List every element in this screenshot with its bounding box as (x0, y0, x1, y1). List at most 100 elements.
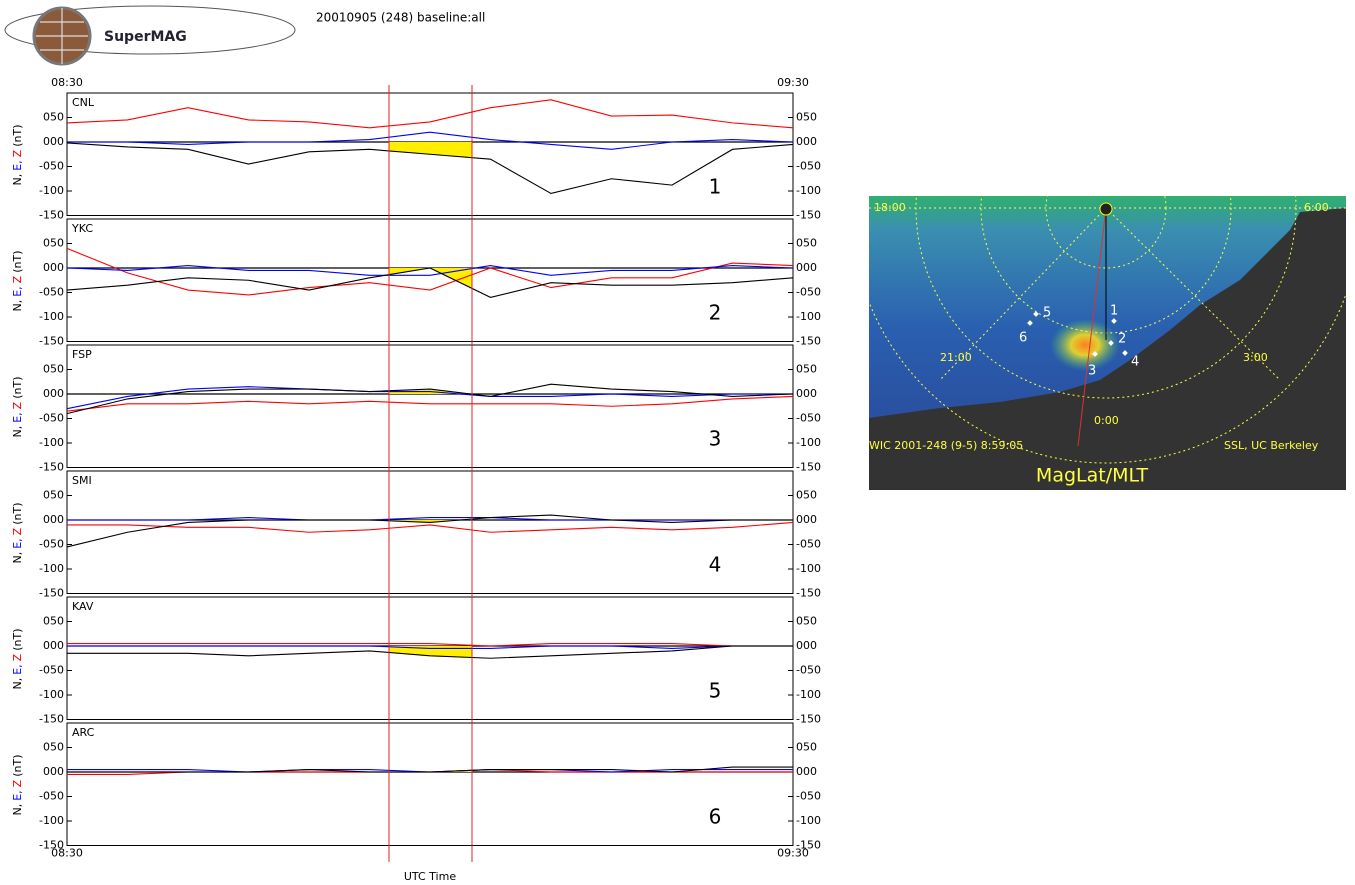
y-tick-label: 050 (43, 489, 64, 502)
y-tick-label: 050 (796, 237, 817, 250)
mlt-label: 18:00 (874, 201, 906, 214)
y-tick-label: 000 (796, 261, 817, 274)
y-tick-label: -100 (39, 310, 64, 323)
y-tick-label: -050 (796, 160, 821, 173)
station-label: 2 (1118, 332, 1126, 347)
event-highlight (389, 142, 472, 158)
legend-entry: N, (11, 804, 24, 816)
y-tick-label: -100 (39, 688, 64, 701)
plot-frame (67, 219, 793, 342)
x-axis-label: UTC Time (404, 870, 456, 883)
y-tick-label: -050 (39, 412, 64, 425)
y-tick-label: -150 (39, 587, 64, 600)
y-tick-label: -150 (39, 335, 64, 348)
y-axis-unit: (nT) (11, 376, 24, 398)
legend-entry: E, (11, 286, 24, 296)
x-tick-label: 09:30 (777, 847, 809, 860)
station-label: 3 (1088, 364, 1096, 379)
image-footer: SSL, UC Berkeley (1224, 439, 1319, 452)
y-tick-label: 050 (796, 111, 817, 124)
y-tick-label: -100 (39, 814, 64, 827)
station-label: 4 (1131, 355, 1139, 370)
y-tick-label: 050 (43, 237, 64, 250)
legend-entry: E, (11, 412, 24, 422)
station-name: KAV (72, 600, 94, 613)
y-axis-unit: (nT) (11, 250, 24, 272)
legend-entry: N, (11, 426, 24, 438)
y-tick-label: -050 (39, 790, 64, 803)
y-tick-label: 000 (796, 513, 817, 526)
y-tick-label: 000 (43, 765, 64, 778)
y-tick-label: -100 (39, 562, 64, 575)
y-tick-label: -150 (796, 587, 821, 600)
y-tick-label: -100 (796, 310, 821, 323)
y-tick-label: 000 (43, 513, 64, 526)
x-tick-label: 08:30 (51, 76, 83, 89)
legend-entry: Z (11, 653, 24, 661)
y-tick-label: 000 (43, 135, 64, 148)
y-tick-label: 000 (43, 387, 64, 400)
image-caption: MagLat/MLT (1036, 465, 1149, 487)
y-axis-label: N,E,Z(nT) (11, 628, 24, 689)
y-tick-label: 000 (796, 639, 817, 652)
legend-entry: Z (11, 527, 24, 535)
y-tick-label: -100 (796, 688, 821, 701)
legend-entry: Z (11, 779, 24, 787)
legend-entry: E, (11, 538, 24, 548)
legend-entry: Z (11, 275, 24, 283)
y-tick-label: 000 (43, 639, 64, 652)
station-label: 6 (1019, 331, 1027, 346)
station-name: FSP (72, 348, 92, 361)
y-axis-label: N,E,Z(nT) (11, 502, 24, 563)
y-axis-label: N,E,Z(nT) (11, 376, 24, 437)
panel-number: 5 (709, 679, 722, 703)
station-label: 5 (1043, 306, 1051, 321)
mlt-label: 3:00 (1243, 351, 1268, 364)
pole (1100, 203, 1112, 215)
y-tick-label: -150 (796, 209, 821, 222)
y-tick-label: -050 (796, 664, 821, 677)
y-tick-label: 050 (796, 363, 817, 376)
mlt-label: 0:00 (1094, 414, 1119, 427)
y-axis-unit: (nT) (11, 628, 24, 650)
y-tick-label: -050 (39, 538, 64, 551)
y-tick-label: 050 (796, 489, 817, 502)
panel-number: 6 (709, 805, 722, 829)
panel-number: 1 (709, 175, 722, 199)
panels: -150 -150 -100 -100 -050 -050 000 000 050 050 08:3… (11, 76, 821, 862)
y-axis-label: N,E,Z(nT) (11, 250, 24, 311)
legend-entry: E, (11, 160, 24, 170)
y-tick-label: -050 (39, 664, 64, 677)
y-axis-unit: (nT) (11, 124, 24, 146)
y-tick-label: 000 (796, 387, 817, 400)
mlt-label: 6:00 (1304, 201, 1329, 214)
panel-number: 2 (709, 301, 722, 325)
y-tick-label: -150 (796, 461, 821, 474)
y-tick-label: -150 (796, 335, 821, 348)
plot-frame (67, 723, 793, 846)
y-tick-label: -150 (39, 461, 64, 474)
y-tick-label: -100 (796, 814, 821, 827)
aurora-image: 18:00 6:00 21:00 3:00 0:00 WIC 2001-248 … (851, 0, 1355, 490)
mlt-label: 21:00 (940, 351, 972, 364)
image-footer: WIC 2001-248 (9-5) 8:59:05 (869, 439, 1023, 452)
data-line (67, 384, 793, 413)
legend-entry: Z (11, 149, 24, 157)
panel-number: 4 (709, 553, 722, 577)
y-tick-label: 000 (43, 261, 64, 274)
y-tick-label: 000 (796, 135, 817, 148)
data-line (67, 100, 793, 128)
x-tick-label: 09:30 (777, 76, 809, 89)
legend-entry: N, (11, 678, 24, 690)
y-axis-label: N,E,Z(nT) (11, 124, 24, 185)
logo-text: SuperMAG (104, 29, 187, 45)
page: SuperMAG 20010905 (248) baseline:all UTC… (0, 0, 1355, 885)
y-tick-label: -050 (796, 412, 821, 425)
y-tick-label: -150 (796, 713, 821, 726)
y-tick-label: -150 (39, 713, 64, 726)
y-axis-label: N,E,Z(nT) (11, 754, 24, 815)
plot-frame (67, 597, 793, 720)
station-name: YKC (71, 222, 93, 235)
y-tick-label: -050 (39, 286, 64, 299)
station-name: SMI (72, 474, 92, 487)
